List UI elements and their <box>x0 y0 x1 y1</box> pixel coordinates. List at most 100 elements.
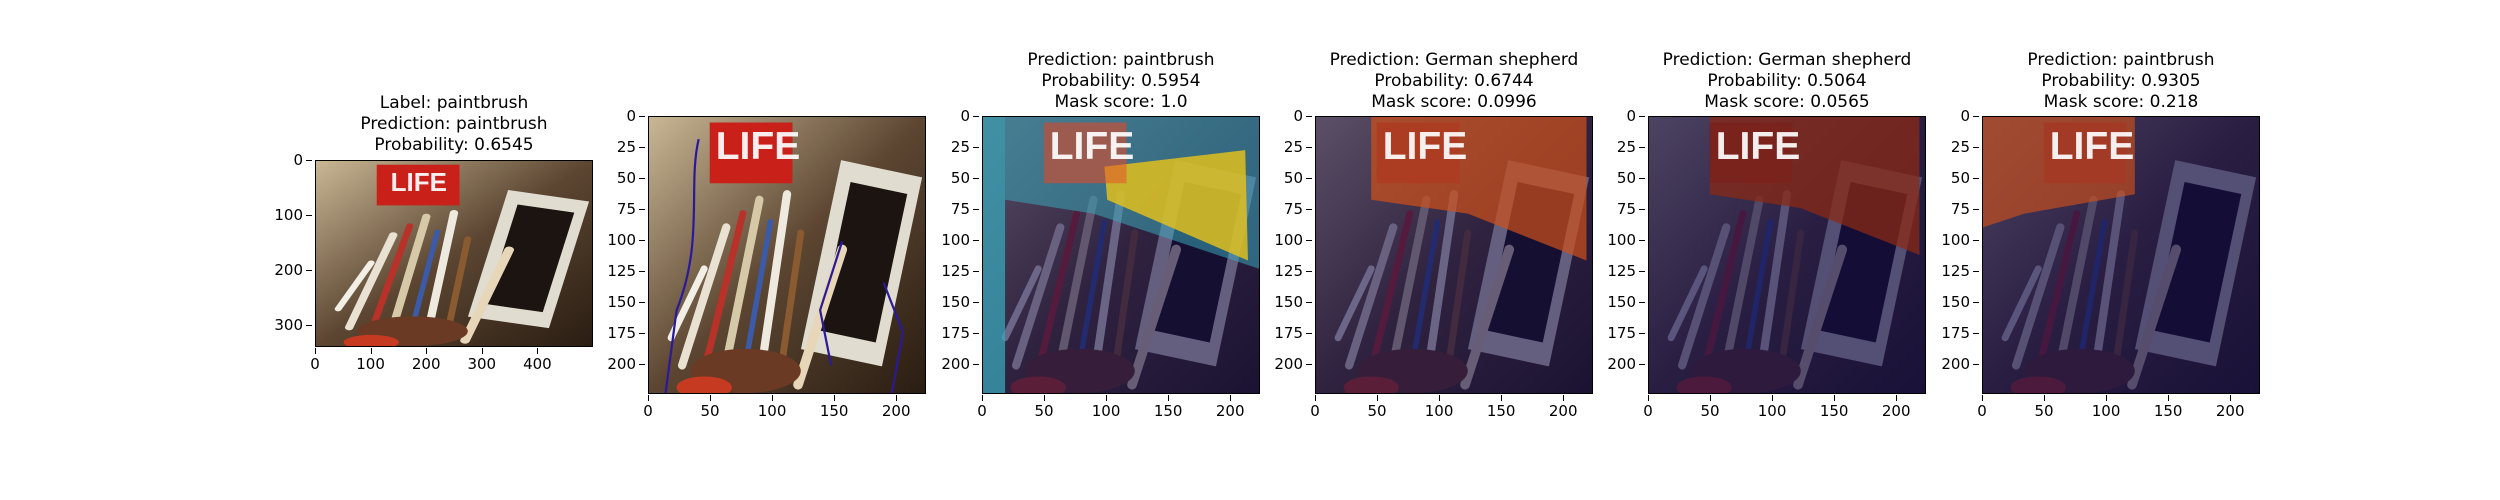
panel-title-line: Mask score: 0.218 <box>2043 92 2199 112</box>
x-tick-label: 0 <box>957 395 1007 419</box>
y-tick-label: 150 <box>1920 295 1979 310</box>
y-tick-label: 200 <box>586 357 645 372</box>
x-tick-label: 150 <box>1809 395 1859 419</box>
x-tick-label: 0 <box>1623 395 1673 419</box>
figure-panel: LIFE 0 25 50 75 100 125 150 175 200 0 50 100 150 200 <box>607 0 926 500</box>
life-logo: LIFE <box>1715 125 1801 169</box>
x-tick-label: 100 <box>1747 395 1797 419</box>
y-tick-label: 175 <box>1253 326 1312 341</box>
x-tick-label: 0 <box>1290 395 1340 419</box>
y-tick-label: 50 <box>586 171 645 186</box>
y-tick-label: 50 <box>1920 171 1979 186</box>
y-tick-label: 200 <box>1920 357 1979 372</box>
y-tick-label: 100 <box>1920 233 1979 248</box>
figure-panel: Prediction: paintbrush Probability: 0.930… <box>1941 0 2260 500</box>
y-tick-label: 175 <box>1586 326 1645 341</box>
panel-title-line: Probability: 0.6545 <box>374 135 534 155</box>
panel-title-line: Prediction: German shepherd <box>1662 50 1912 70</box>
y-tick-label: 25 <box>1586 140 1645 155</box>
y-tick-label: 200 <box>253 263 312 278</box>
figure-panel: Prediction: German shepherd Probability: … <box>1607 0 1926 500</box>
y-tick-label: 75 <box>1253 202 1312 217</box>
panel-title-line: Mask score: 0.0996 <box>1371 92 1537 112</box>
y-tick-label: 25 <box>920 140 979 155</box>
panel-title-line: Probability: 0.6744 <box>1374 71 1534 91</box>
x-tick-label: 300 <box>457 348 507 372</box>
panel-image: LIFE <box>648 116 926 394</box>
y-tick-label: 125 <box>1253 264 1312 279</box>
panel-title-line: Prediction: German shepherd <box>1329 50 1579 70</box>
panel-title-line: Probability: 0.5064 <box>1707 71 1867 91</box>
y-tick-label: 75 <box>586 202 645 217</box>
figure-panel: Prediction: paintbrush Probability: 0.595… <box>941 0 1260 500</box>
y-tick-label: 150 <box>1586 295 1645 310</box>
x-tick-label: 400 <box>512 348 562 372</box>
y-tick-label: 300 <box>253 318 312 333</box>
y-tick-label: 50 <box>1586 171 1645 186</box>
y-tick-label: 175 <box>586 326 645 341</box>
panel-image: LIFE <box>982 116 1260 394</box>
x-tick-label: 200 <box>871 395 921 419</box>
y-tick-label: 50 <box>1253 171 1312 186</box>
panel-image: LIFE <box>315 160 593 347</box>
x-tick-label: 150 <box>809 395 859 419</box>
y-tick-label: 200 <box>1586 357 1645 372</box>
y-tick-label: 100 <box>920 233 979 248</box>
x-tick-label: 0 <box>623 395 673 419</box>
panel-title: Prediction: paintbrush Probability: 0.595… <box>982 50 1260 113</box>
x-tick-label: 50 <box>1685 395 1735 419</box>
x-tick-label: 50 <box>2019 395 2069 419</box>
y-tick-label: 75 <box>1586 202 1645 217</box>
y-tick-label: 25 <box>586 140 645 155</box>
y-tick-label: 200 <box>920 357 979 372</box>
y-tick-label: 0 <box>1586 109 1645 124</box>
y-tick-label: 0 <box>253 153 312 168</box>
x-tick-label: 150 <box>1476 395 1526 419</box>
y-tick-label: 75 <box>1920 202 1979 217</box>
y-tick-label: 0 <box>586 109 645 124</box>
y-tick-label: 100 <box>253 208 312 223</box>
x-tick-label: 150 <box>2143 395 2193 419</box>
x-tick-label: 200 <box>1205 395 1255 419</box>
y-tick-label: 125 <box>586 264 645 279</box>
panel-image: LIFE <box>1648 116 1926 394</box>
y-tick-label: 100 <box>586 233 645 248</box>
y-tick-label: 0 <box>1920 109 1979 124</box>
y-tick-label: 25 <box>1253 140 1312 155</box>
panel-image: LIFE <box>1315 116 1593 394</box>
x-tick-label: 100 <box>2081 395 2131 419</box>
x-tick-label: 150 <box>1143 395 1193 419</box>
y-tick-label: 125 <box>1920 264 1979 279</box>
panel-title-line: Prediction: paintbrush <box>1027 50 1215 70</box>
x-tick-label: 0 <box>1957 395 2007 419</box>
y-tick-label: 50 <box>920 171 979 186</box>
x-tick-label: 100 <box>346 348 396 372</box>
y-tick-label: 0 <box>920 109 979 124</box>
panel-title: Prediction: paintbrush Probability: 0.930… <box>1982 50 2260 113</box>
y-tick-label: 100 <box>1586 233 1645 248</box>
x-tick-label: 50 <box>1352 395 1402 419</box>
panel-title-line: Label: paintbrush <box>379 93 529 113</box>
y-tick-label: 0 <box>1253 109 1312 124</box>
x-tick-label: 100 <box>1414 395 1464 419</box>
life-logo: LIFE <box>390 166 448 197</box>
y-tick-label: 175 <box>1920 326 1979 341</box>
panel-title-line: Probability: 0.5954 <box>1041 71 1201 91</box>
panel-title-line: Prediction: paintbrush <box>360 114 548 134</box>
x-tick-label: 200 <box>2205 395 2255 419</box>
x-tick-label: 200 <box>1871 395 1921 419</box>
x-tick-label: 50 <box>1019 395 1069 419</box>
panel-title-line: Probability: 0.9305 <box>2041 71 2201 91</box>
y-tick-label: 150 <box>1253 295 1312 310</box>
y-tick-label: 175 <box>920 326 979 341</box>
y-tick-label: 125 <box>920 264 979 279</box>
x-tick-label: 0 <box>290 348 340 372</box>
life-logo: LIFE <box>2049 125 2135 169</box>
y-tick-label: 150 <box>586 295 645 310</box>
x-tick-label: 100 <box>747 395 797 419</box>
y-tick-label: 150 <box>920 295 979 310</box>
life-logo: LIFE <box>715 125 801 169</box>
x-tick-label: 100 <box>1081 395 1131 419</box>
panel-title-line: Mask score: 0.0565 <box>1704 92 1870 112</box>
y-tick-label: 200 <box>1253 357 1312 372</box>
